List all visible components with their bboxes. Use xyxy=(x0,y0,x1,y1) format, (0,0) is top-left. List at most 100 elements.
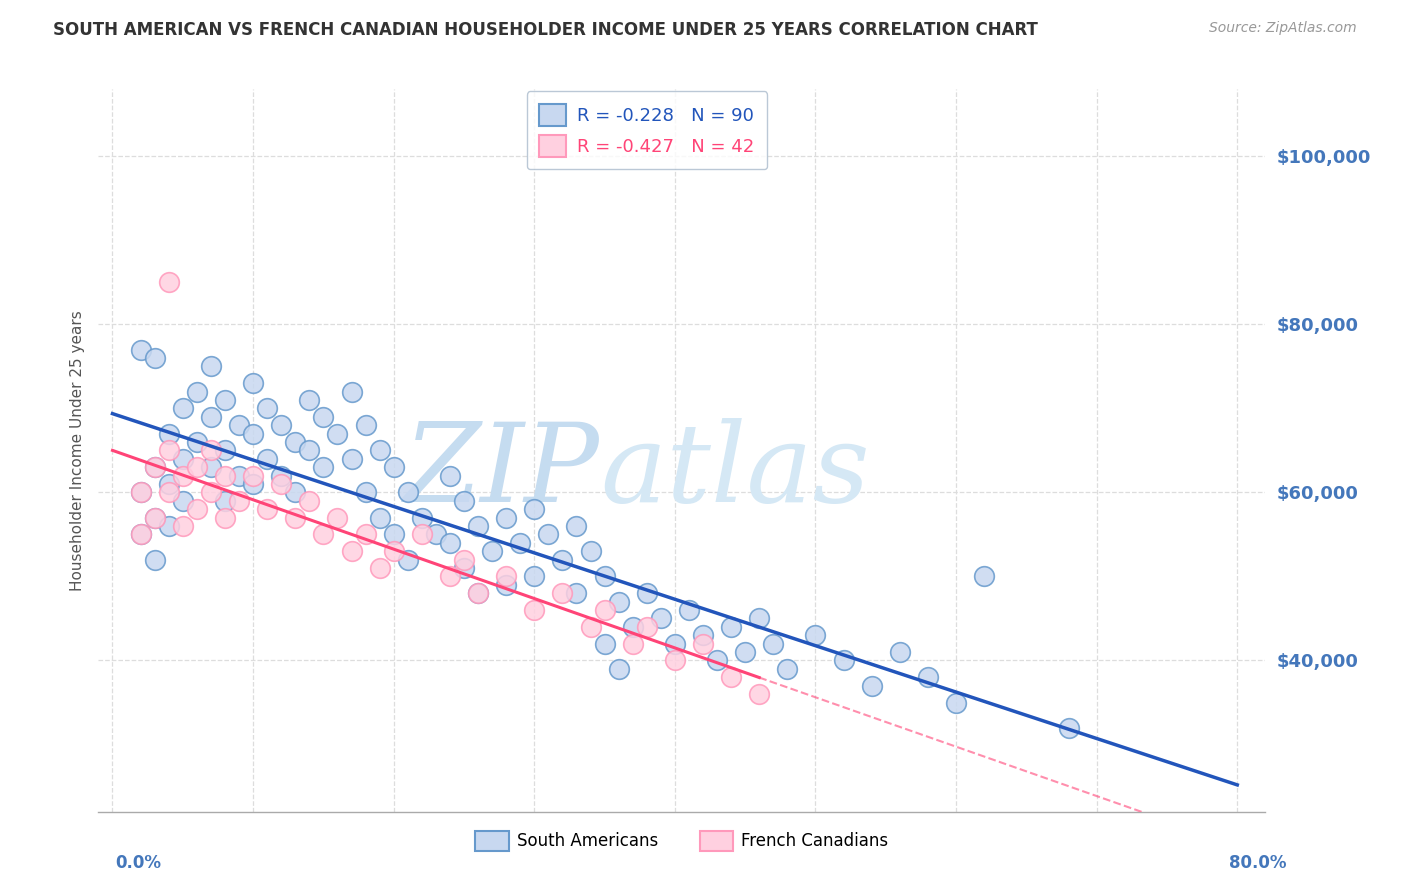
Point xyxy=(214,443,236,458)
Point xyxy=(200,485,222,500)
Point xyxy=(242,468,264,483)
Point xyxy=(523,603,546,617)
Point xyxy=(298,494,321,508)
Point xyxy=(129,485,152,500)
Point xyxy=(242,477,264,491)
Point xyxy=(748,611,770,625)
Point xyxy=(720,670,742,684)
Point xyxy=(396,485,419,500)
Point xyxy=(368,443,391,458)
Point xyxy=(172,494,194,508)
Text: Source: ZipAtlas.com: Source: ZipAtlas.com xyxy=(1209,21,1357,35)
Point xyxy=(186,502,208,516)
Point xyxy=(593,603,616,617)
Point xyxy=(453,561,475,575)
Point xyxy=(200,460,222,475)
Point xyxy=(551,552,574,566)
Point xyxy=(804,628,827,642)
Point xyxy=(186,384,208,399)
Point xyxy=(157,485,180,500)
Point xyxy=(143,460,166,475)
Point xyxy=(579,544,602,558)
Point xyxy=(270,468,292,483)
Text: atlas: atlas xyxy=(600,418,870,526)
Point xyxy=(593,637,616,651)
Point xyxy=(368,510,391,524)
Point xyxy=(832,653,855,667)
Point xyxy=(326,426,349,441)
Point xyxy=(776,662,799,676)
Point xyxy=(607,662,630,676)
Point xyxy=(270,418,292,433)
Point xyxy=(495,510,517,524)
Point xyxy=(129,485,152,500)
Point xyxy=(565,586,588,600)
Point xyxy=(579,620,602,634)
Point xyxy=(439,468,461,483)
Point xyxy=(481,544,503,558)
Point xyxy=(298,443,321,458)
Point xyxy=(157,477,180,491)
Point xyxy=(523,502,546,516)
Point xyxy=(312,527,335,541)
Point xyxy=(720,620,742,634)
Point xyxy=(143,510,166,524)
Point xyxy=(411,527,433,541)
Point xyxy=(129,527,152,541)
Point xyxy=(256,401,278,416)
Point xyxy=(284,510,307,524)
Point xyxy=(692,628,714,642)
Point xyxy=(354,527,377,541)
Point xyxy=(467,586,489,600)
Point xyxy=(537,527,560,541)
Point xyxy=(172,451,194,466)
Point xyxy=(129,343,152,357)
Point xyxy=(565,519,588,533)
Point xyxy=(340,384,363,399)
Point xyxy=(551,586,574,600)
Text: 0.0%: 0.0% xyxy=(115,854,162,871)
Point xyxy=(143,460,166,475)
Point xyxy=(917,670,939,684)
Point xyxy=(636,620,658,634)
Point xyxy=(214,468,236,483)
Point xyxy=(368,561,391,575)
Point xyxy=(467,519,489,533)
Point xyxy=(621,620,644,634)
Point xyxy=(143,351,166,365)
Point xyxy=(284,435,307,450)
Point xyxy=(354,485,377,500)
Point xyxy=(509,536,531,550)
Text: SOUTH AMERICAN VS FRENCH CANADIAN HOUSEHOLDER INCOME UNDER 25 YEARS CORRELATION : SOUTH AMERICAN VS FRENCH CANADIAN HOUSEH… xyxy=(53,21,1038,38)
Point xyxy=(143,510,166,524)
Point xyxy=(396,552,419,566)
Point xyxy=(270,477,292,491)
Point xyxy=(312,409,335,424)
Point xyxy=(214,510,236,524)
Point xyxy=(439,569,461,583)
Point xyxy=(650,611,672,625)
Point xyxy=(523,569,546,583)
Point xyxy=(354,418,377,433)
Point xyxy=(706,653,728,667)
Point xyxy=(143,552,166,566)
Point xyxy=(734,645,756,659)
Point xyxy=(889,645,911,659)
Point xyxy=(326,510,349,524)
Point xyxy=(157,426,180,441)
Point xyxy=(312,460,335,475)
Point xyxy=(411,510,433,524)
Point xyxy=(157,443,180,458)
Point xyxy=(200,409,222,424)
Point xyxy=(495,578,517,592)
Point xyxy=(664,653,686,667)
Point xyxy=(298,392,321,407)
Point xyxy=(157,519,180,533)
Point xyxy=(214,494,236,508)
Text: ZIP: ZIP xyxy=(405,418,600,526)
Point xyxy=(636,586,658,600)
Point xyxy=(228,494,250,508)
Text: 80.0%: 80.0% xyxy=(1229,854,1286,871)
Point xyxy=(860,679,883,693)
Point xyxy=(340,451,363,466)
